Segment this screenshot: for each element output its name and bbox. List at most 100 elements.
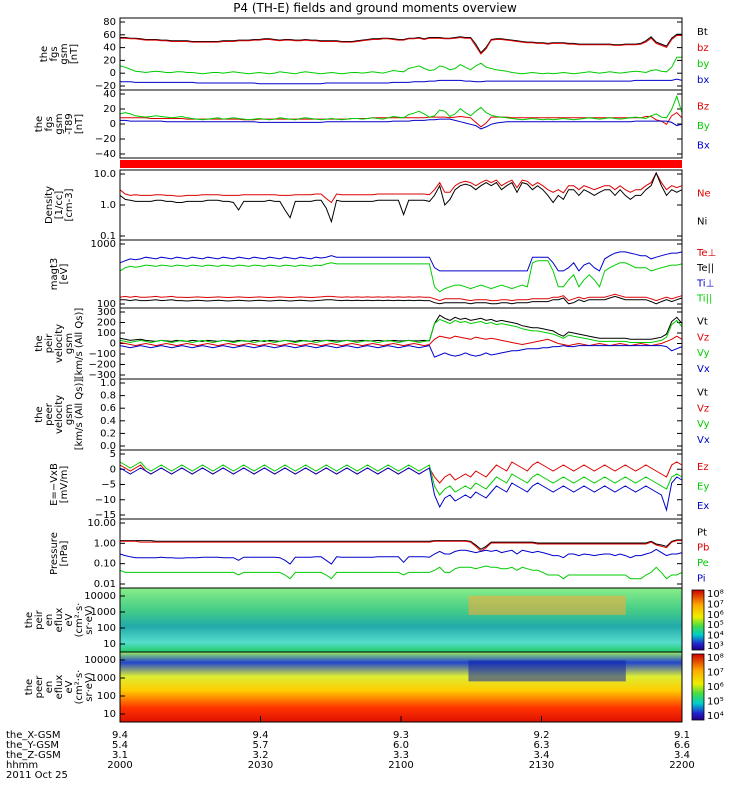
y-tick-label: 0 bbox=[110, 339, 116, 350]
y-tick-label: 1.00 bbox=[94, 538, 116, 549]
y-tick-label: −300 bbox=[89, 370, 116, 381]
y-axis-label: [1/cc] bbox=[54, 191, 65, 220]
y-axis-label: velocity bbox=[54, 324, 65, 363]
legend-Ey: Ey bbox=[697, 481, 709, 492]
y-axis-label: sr·eV) bbox=[84, 672, 95, 701]
y-tick-label: 100 bbox=[97, 299, 116, 310]
y-tick-label: 40 bbox=[103, 89, 116, 100]
data-gap-bar bbox=[120, 160, 682, 168]
y-tick-label: 1000 bbox=[91, 607, 116, 618]
legend-Ti||: Ti|| bbox=[696, 293, 712, 304]
y-axis-label: the bbox=[24, 612, 35, 628]
colorbar-label: 10⁸ bbox=[707, 653, 724, 664]
x-tick-label: 2100 bbox=[388, 760, 413, 771]
colorbar-label: 10⁸ bbox=[707, 589, 724, 600]
y-tick-label: −100 bbox=[89, 349, 116, 360]
panel-frame bbox=[119, 378, 683, 451]
y-tick-label: 80 bbox=[103, 17, 116, 28]
y-axis-label: Pressure bbox=[49, 532, 60, 575]
y-axis-label: fgs bbox=[49, 46, 60, 61]
y-axis-label: velocity bbox=[54, 395, 65, 434]
y-axis-label: [nPa] bbox=[59, 540, 70, 566]
y-axis-label: Density bbox=[44, 186, 55, 224]
legend-bx: bx bbox=[697, 75, 709, 86]
y-tick-label: −200 bbox=[89, 360, 116, 371]
y-axis-label: en bbox=[44, 614, 55, 627]
legend-By: By bbox=[697, 121, 710, 132]
y-tick-label: 0 bbox=[110, 464, 116, 475]
x-tick-label: 9.2 bbox=[534, 730, 550, 741]
date-label: 2011 Oct 25 bbox=[6, 770, 68, 781]
y-axis-label: gsm bbox=[54, 113, 65, 134]
x-tick-label: 3.4 bbox=[534, 750, 550, 761]
legend-Te||: Te|| bbox=[696, 263, 714, 274]
legend-Ti⊥: Ti⊥ bbox=[696, 278, 714, 289]
series-Ex bbox=[119, 467, 683, 512]
y-tick-label: −20 bbox=[95, 81, 116, 92]
x-tick-label: 9.4 bbox=[253, 730, 269, 741]
y-tick-label: 100 bbox=[97, 328, 116, 339]
y-tick-label: 10 bbox=[103, 709, 116, 720]
panel-peer_velocity: 1.0 0.80.6 0.40.2 0.0 Vt Vz Vy Vx the peer velocit… bbox=[34, 378, 710, 452]
y-axis-label: eflux bbox=[54, 675, 65, 700]
x-tick-label: 5.4 bbox=[112, 740, 128, 751]
y-tick-label: 10000 bbox=[84, 655, 116, 666]
colorbar bbox=[691, 589, 705, 651]
x-tick-label: 3.1 bbox=[112, 750, 128, 761]
panel-density: 10.0 1.0 0.1 Ne Ni Density [1/cc] [cm-3] bbox=[44, 169, 711, 242]
legend-by: by bbox=[697, 59, 709, 70]
series-Ni bbox=[119, 171, 683, 224]
series-bx bbox=[120, 78, 683, 85]
legend-Vt: Vt bbox=[697, 388, 708, 399]
y-tick-label: −40 bbox=[95, 149, 116, 160]
y-axis-label: (cm²·s· bbox=[74, 603, 85, 638]
y-axis-label: magt3 bbox=[49, 258, 60, 291]
legend-Pi: Pi bbox=[697, 573, 706, 584]
x-row-label: the_Y-GSM bbox=[6, 740, 59, 751]
y-tick-label: 0.8 bbox=[100, 391, 116, 402]
y-tick-label: 100 bbox=[97, 623, 116, 634]
y-axis-label: en bbox=[44, 681, 55, 694]
series-Vt bbox=[119, 314, 683, 342]
y-axis-label: E=−VxB bbox=[49, 463, 60, 506]
legend-Ne: Ne bbox=[697, 188, 711, 199]
y-tick-label: 0.0 bbox=[100, 441, 116, 452]
y-axis-label: peer bbox=[34, 675, 45, 699]
series-Pt bbox=[120, 539, 682, 550]
legend-Vt: Vt bbox=[697, 317, 708, 328]
y-axis-label: the bbox=[34, 335, 45, 351]
y-axis-label: [nT] bbox=[74, 114, 85, 134]
series-Pi bbox=[119, 548, 683, 565]
y-axis-label: the bbox=[24, 679, 35, 695]
series-Ti⊥ bbox=[119, 251, 683, 272]
series-Bx bbox=[120, 118, 683, 130]
x-tick-label: 2000 bbox=[107, 760, 132, 771]
spectrogram-burst bbox=[468, 660, 626, 682]
x-row-label: the_Z-GSM bbox=[6, 750, 61, 761]
colorbar bbox=[691, 653, 705, 721]
legend-Bt: Bt bbox=[697, 27, 708, 38]
panel-frame bbox=[119, 518, 683, 589]
y-axis-label: fgs bbox=[44, 116, 55, 131]
legend-Vy: Vy bbox=[697, 419, 710, 430]
x-tick-label: 9.4 bbox=[112, 730, 128, 741]
y-tick-label: 1.0 bbox=[100, 378, 116, 389]
y-axis-label: gsm bbox=[59, 43, 70, 64]
series-Pe bbox=[119, 565, 683, 580]
colorbar-label: 10⁷ bbox=[707, 668, 724, 679]
x-row-label: hhmm bbox=[6, 760, 38, 771]
x-tick-label: 3.4 bbox=[674, 750, 690, 761]
y-tick-label: 0.01 bbox=[94, 579, 116, 590]
series-Vy bbox=[119, 318, 683, 344]
series-By bbox=[119, 94, 683, 121]
x-tick-label: 6.3 bbox=[534, 740, 550, 751]
y-axis-label: gsm bbox=[64, 404, 75, 425]
y-tick-label: 40 bbox=[103, 43, 116, 54]
y-axis-label: eV bbox=[64, 680, 75, 693]
series-Bt bbox=[120, 33, 682, 54]
y-tick-label: 1000 bbox=[91, 239, 116, 250]
y-axis-label: eV bbox=[64, 613, 75, 626]
y-tick-label: 0 bbox=[110, 68, 116, 79]
